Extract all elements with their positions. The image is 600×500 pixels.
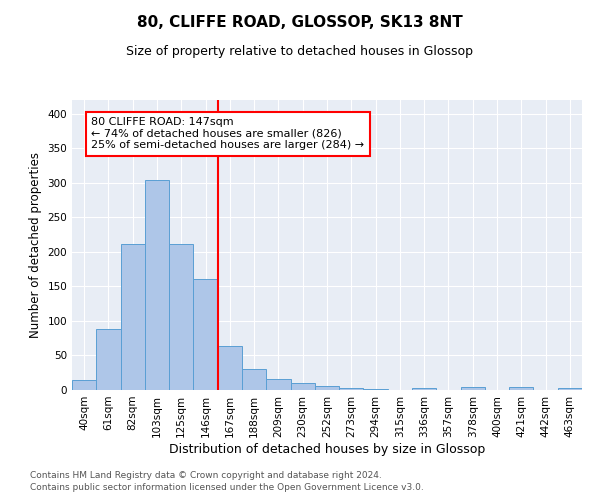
Bar bbox=[96, 329, 121, 390]
Bar bbox=[412, 388, 436, 390]
Text: 80, CLIFFE ROAD, GLOSSOP, SK13 8NT: 80, CLIFFE ROAD, GLOSSOP, SK13 8NT bbox=[137, 15, 463, 30]
Text: Size of property relative to detached houses in Glossop: Size of property relative to detached ho… bbox=[127, 45, 473, 58]
Bar bbox=[218, 346, 242, 390]
Text: 80 CLIFFE ROAD: 147sqm
← 74% of detached houses are smaller (826)
25% of semi-de: 80 CLIFFE ROAD: 147sqm ← 74% of detached… bbox=[91, 118, 365, 150]
Bar bbox=[72, 380, 96, 390]
Text: Contains HM Land Registry data © Crown copyright and database right 2024.: Contains HM Land Registry data © Crown c… bbox=[30, 471, 382, 480]
Bar bbox=[169, 244, 193, 390]
Bar bbox=[242, 370, 266, 390]
Y-axis label: Number of detached properties: Number of detached properties bbox=[29, 152, 42, 338]
Bar bbox=[461, 387, 485, 390]
Text: Distribution of detached houses by size in Glossop: Distribution of detached houses by size … bbox=[169, 442, 485, 456]
Bar bbox=[339, 388, 364, 390]
Bar bbox=[509, 387, 533, 390]
Bar bbox=[558, 388, 582, 390]
Bar bbox=[290, 383, 315, 390]
Bar bbox=[315, 386, 339, 390]
Bar bbox=[145, 180, 169, 390]
Bar bbox=[121, 244, 145, 390]
Bar bbox=[193, 279, 218, 390]
Text: Contains public sector information licensed under the Open Government Licence v3: Contains public sector information licen… bbox=[30, 484, 424, 492]
Bar bbox=[266, 379, 290, 390]
Bar bbox=[364, 388, 388, 390]
